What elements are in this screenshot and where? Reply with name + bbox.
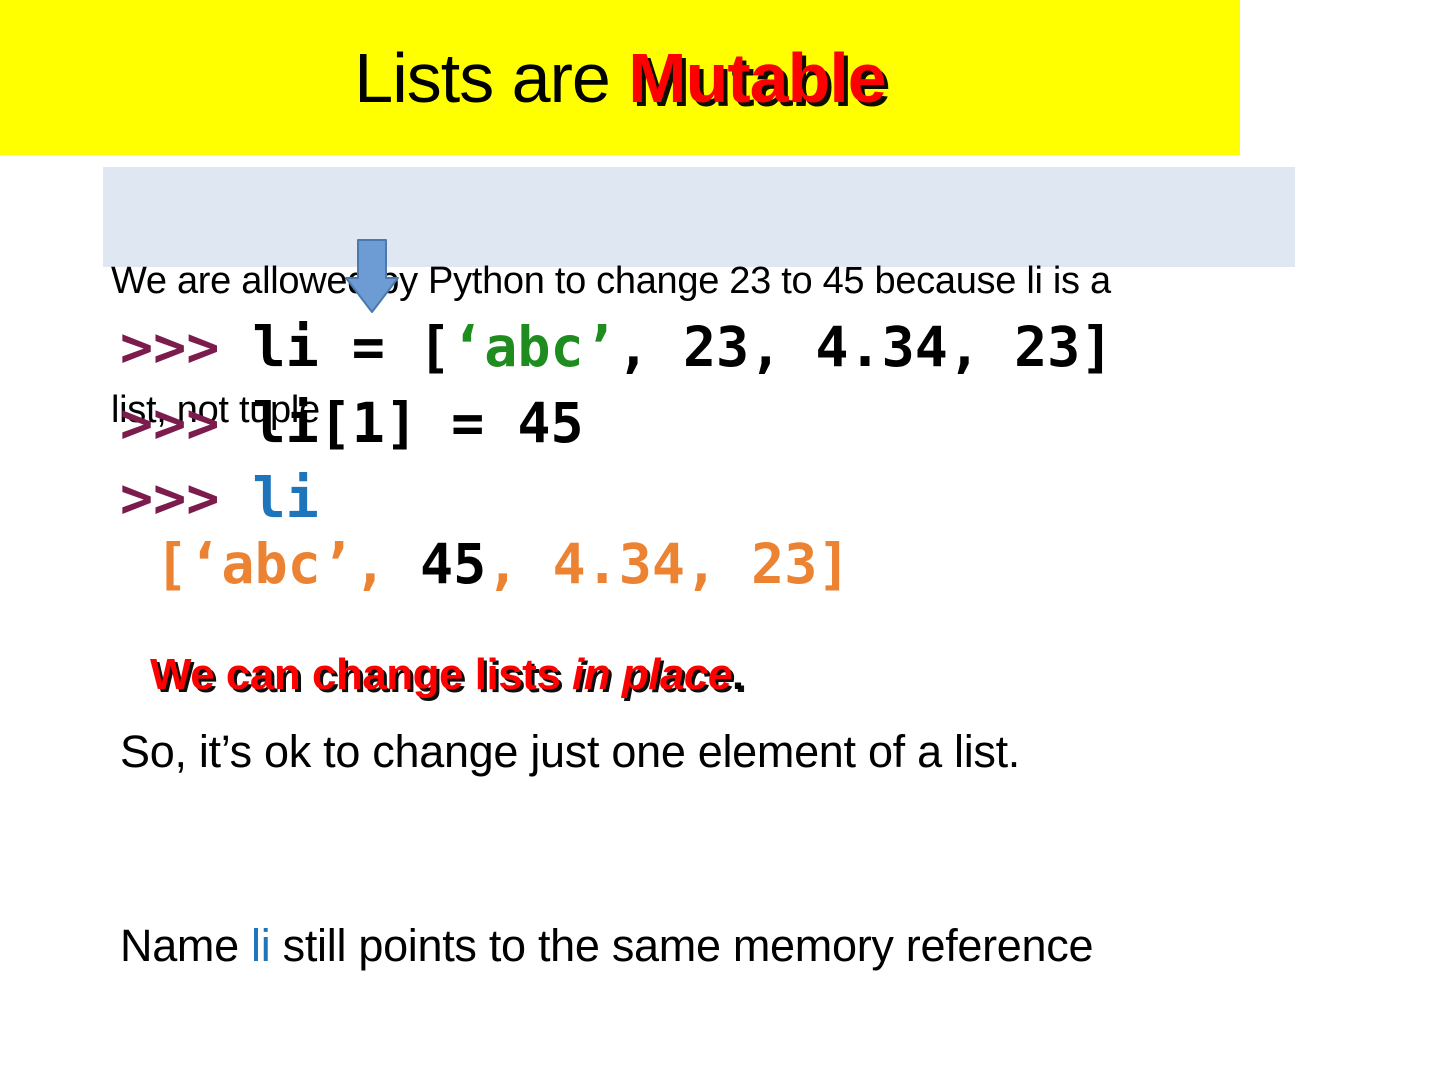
code-text: li[1] = 45 bbox=[219, 391, 584, 455]
callout-box: We are allowed by Python to change 23 to… bbox=[103, 167, 1295, 431]
prompt-symbol: >>> bbox=[120, 466, 220, 530]
body-sentence-2-line-1: Name li still points to the same memory … bbox=[120, 916, 1094, 975]
title-prefix: Lists are bbox=[354, 38, 629, 117]
body-text: still points to the same memory referenc… bbox=[270, 920, 1094, 971]
page-title: Lists are Mutable bbox=[354, 38, 886, 118]
code-line-2: >>> li[1] = 45 bbox=[120, 394, 584, 452]
callout-line-2: list, not tuple bbox=[111, 389, 320, 431]
emphasis-italic-text: in place bbox=[572, 650, 732, 699]
prompt-symbol: >>> bbox=[120, 391, 220, 455]
code-line-1: >>> li = [‘abc’, 23, 4.34, 23] bbox=[120, 318, 1113, 376]
code-text: li = [ bbox=[219, 315, 452, 379]
title-highlight: Mutable bbox=[628, 38, 886, 117]
emphasis-period: . bbox=[731, 650, 744, 699]
body-sentence-2: Name li still points to the same memory … bbox=[120, 798, 1094, 1080]
callout-line-1: We are allowed by Python to change 23 to… bbox=[111, 260, 1111, 302]
body-sentence-1: So, it’s ok to change just one element o… bbox=[120, 726, 1021, 777]
down-arrow-icon bbox=[345, 239, 399, 313]
emphasis-text: We can change lists bbox=[150, 650, 573, 699]
output-text: , 4.34, 23] bbox=[486, 532, 851, 596]
output-changed-value: 45 bbox=[420, 532, 487, 596]
emphasis-sentence: We can change lists in place. bbox=[150, 650, 744, 700]
code-text: , 23, 4.34, 23] bbox=[616, 315, 1114, 379]
code-line-3: >>> li bbox=[120, 469, 319, 527]
code-output-line: [‘abc’, 45, 4.34, 23] bbox=[122, 532, 851, 596]
code-text bbox=[219, 466, 252, 530]
body-text: Name bbox=[120, 920, 252, 971]
variable-name: li bbox=[252, 466, 319, 530]
inline-variable-name: li bbox=[251, 920, 271, 971]
output-text: [‘abc’, bbox=[122, 532, 421, 596]
string-literal: ‘abc’ bbox=[451, 315, 617, 379]
title-banner: Lists are Mutable bbox=[0, 0, 1240, 155]
prompt-symbol: >>> bbox=[120, 315, 220, 379]
